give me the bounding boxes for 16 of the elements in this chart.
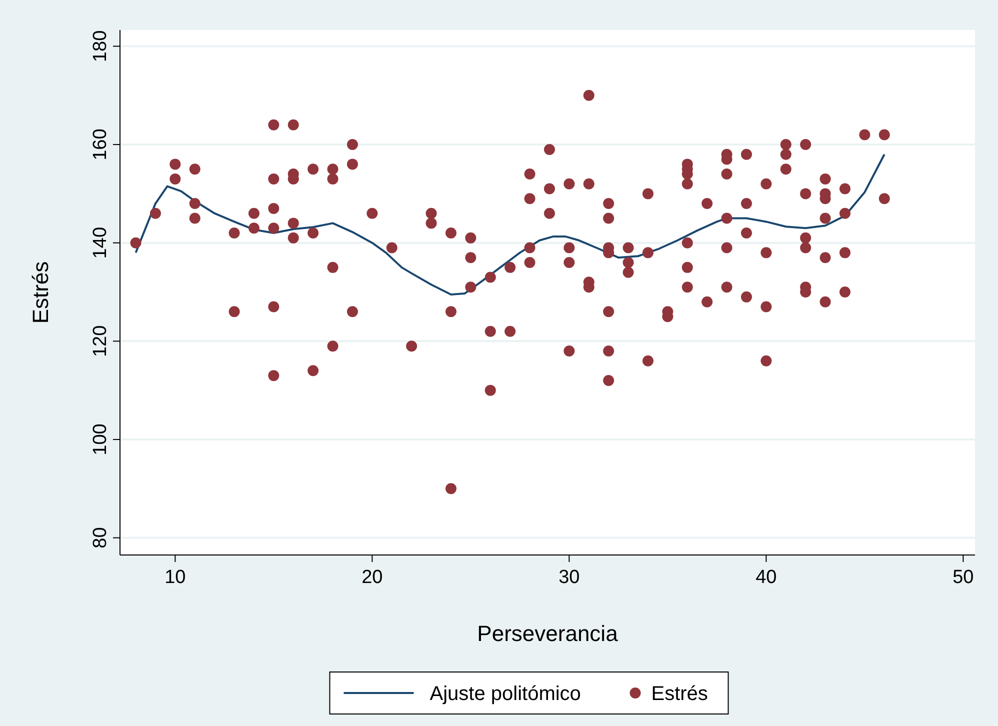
y-tick-label: 180 xyxy=(90,30,111,62)
y-tick-label: 80 xyxy=(90,527,111,548)
y-tick-label: 140 xyxy=(90,227,111,259)
x-tick-label: 30 xyxy=(558,567,580,588)
legend-label: Ajuste politómico xyxy=(430,683,581,705)
x-tick-label: 20 xyxy=(362,567,383,588)
y-tick-label: 120 xyxy=(90,325,111,358)
x-tick-label: 10 xyxy=(164,567,186,588)
y-axis-title: Estrés xyxy=(28,261,53,324)
line-series xyxy=(134,153,886,296)
x-axis-title: Perseverancia xyxy=(477,621,619,646)
y-tick-label: 100 xyxy=(90,424,111,456)
y-tick-label: 160 xyxy=(90,128,111,160)
x-tick-label: 40 xyxy=(756,567,777,588)
legend-label: Estrés xyxy=(651,683,708,705)
x-tick-label: 50 xyxy=(952,567,974,588)
